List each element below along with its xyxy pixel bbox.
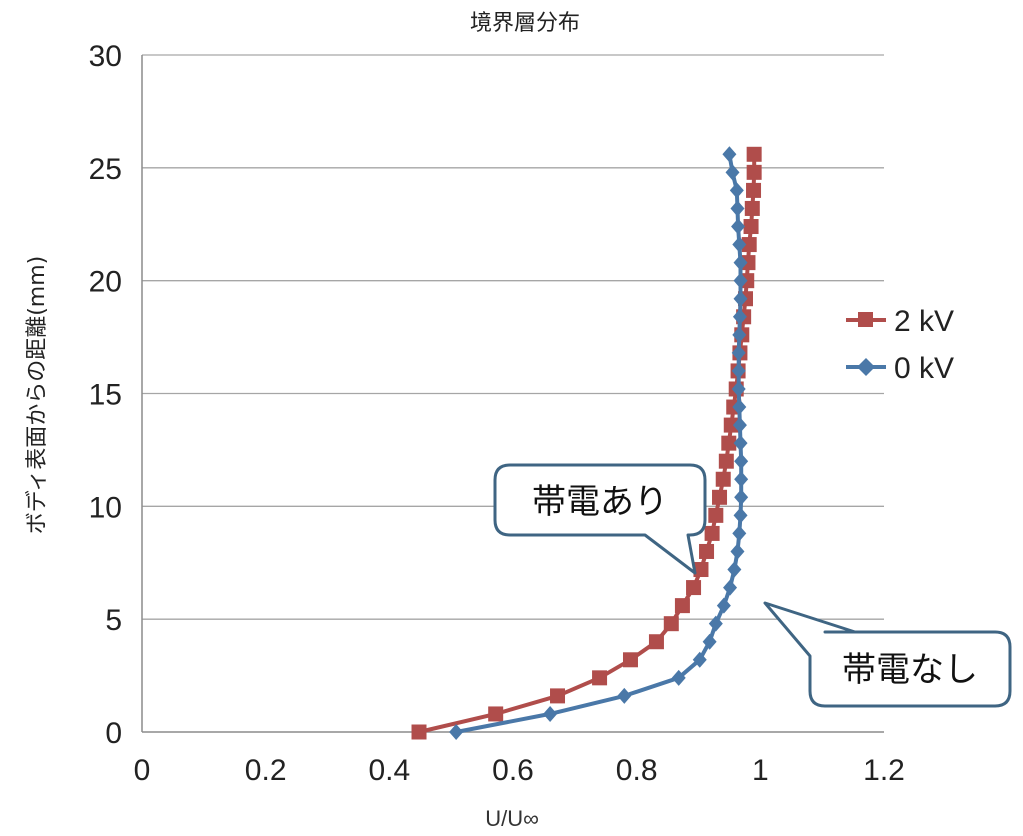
data-point-square <box>721 435 737 451</box>
data-point-square <box>693 562 709 578</box>
data-point-diamond <box>732 525 747 542</box>
x-tick-label: 1.2 <box>863 754 905 787</box>
data-point-square <box>704 525 720 541</box>
data-point-diamond <box>730 200 745 217</box>
data-point-square <box>648 634 664 650</box>
data-point-diamond <box>734 489 749 506</box>
x-tick-label: 1 <box>752 754 769 787</box>
callout-bubble <box>493 463 707 575</box>
x-tick-label: 0.6 <box>492 754 534 787</box>
data-point-square <box>674 598 690 614</box>
callout-bubble <box>763 601 1012 708</box>
series-layer <box>411 146 762 740</box>
legend: 2 kV 0 kV <box>846 305 954 385</box>
axes <box>141 55 884 733</box>
data-point-square <box>723 417 739 433</box>
data-point-square <box>708 507 724 523</box>
data-point-diamond <box>731 380 746 397</box>
y-axis-label: ボディ表面からの距離(mm) <box>25 256 50 535</box>
data-point-square <box>718 453 734 469</box>
legend-square-marker <box>858 312 873 327</box>
legend-item-2kv: 2 kV <box>846 305 954 338</box>
data-point-diamond <box>733 272 748 289</box>
data-point-square <box>741 237 757 253</box>
legend-item-0kv: 0 kV <box>846 352 954 385</box>
data-point-diamond <box>722 146 737 163</box>
legend-label-2kv: 2 kV <box>894 305 954 338</box>
data-point-square <box>746 146 762 162</box>
x-tick-label: 0 <box>134 754 151 787</box>
data-point-square <box>699 543 715 559</box>
y-tick-label: 20 <box>89 266 122 299</box>
data-point-square <box>743 219 759 235</box>
y-tick-label: 30 <box>89 40 122 73</box>
chart-title: 境界層分布 <box>470 11 580 36</box>
data-point-diamond <box>733 507 748 524</box>
data-point-diamond <box>708 615 723 632</box>
data-point-diamond <box>702 633 717 650</box>
data-point-diamond <box>733 435 748 452</box>
data-point-square <box>411 724 427 740</box>
data-point-square <box>622 652 638 668</box>
y-tick-label: 10 <box>89 491 122 524</box>
data-point-diamond <box>730 543 745 560</box>
data-point-diamond <box>731 218 746 235</box>
data-point-diamond <box>543 705 558 722</box>
data-point-diamond <box>716 597 731 614</box>
series-2kv <box>411 146 762 740</box>
data-point-diamond <box>723 579 738 596</box>
data-point-square <box>746 182 762 198</box>
data-point-diamond <box>729 182 744 199</box>
data-point-diamond <box>671 669 686 686</box>
legend-diamond-marker <box>857 358 875 376</box>
x-tick-labels: 0 0.2 0.4 0.6 0.8 1 1.2 <box>134 754 905 787</box>
data-point-diamond <box>449 724 464 740</box>
data-point-diamond <box>732 417 747 434</box>
data-point-square <box>744 200 760 216</box>
data-point-square <box>592 670 608 686</box>
y-tick-label: 15 <box>89 379 122 412</box>
data-point-diamond <box>732 326 747 343</box>
x-tick-label: 0.4 <box>368 754 410 787</box>
data-point-diamond <box>725 164 740 181</box>
data-point-diamond <box>731 362 746 379</box>
series-line <box>455 153 744 734</box>
data-point-diamond <box>731 344 746 361</box>
y-tick-labels: 0 5 10 15 20 25 30 <box>89 40 122 750</box>
callout-uncharged-text: 帯電なし <box>842 650 978 690</box>
data-point-diamond <box>732 308 747 325</box>
y-tick-label: 25 <box>89 153 122 186</box>
y-tick-label: 0 <box>105 717 122 750</box>
data-point-diamond <box>733 290 748 307</box>
legend-label-0kv: 0 kV <box>894 352 954 385</box>
data-point-square <box>712 489 728 505</box>
series-line <box>418 154 757 734</box>
data-point-diamond <box>692 651 707 668</box>
data-point-diamond <box>734 471 749 488</box>
data-point-diamond <box>617 687 632 704</box>
callout-charged: 帯電あり <box>493 463 707 575</box>
y-tick-label: 5 <box>105 604 122 637</box>
callout-charged-text: 帯電あり <box>532 482 668 522</box>
data-point-diamond <box>732 236 747 253</box>
data-point-square <box>715 471 731 487</box>
gridlines <box>142 54 884 620</box>
series-0kv <box>449 146 749 740</box>
data-point-square <box>686 580 702 596</box>
data-point-diamond <box>732 399 747 416</box>
data-point-square <box>550 688 566 704</box>
data-point-diamond <box>727 561 742 578</box>
data-point-square <box>488 706 504 722</box>
data-point-square <box>746 164 762 180</box>
callout-uncharged: 帯電なし <box>763 601 1012 708</box>
x-tick-label: 0.8 <box>616 754 658 787</box>
data-point-diamond <box>734 453 749 470</box>
data-point-square <box>663 616 679 632</box>
x-axis-label: U/U∞ <box>485 806 539 831</box>
x-tick-label: 0.2 <box>245 754 287 787</box>
data-point-diamond <box>733 254 748 271</box>
